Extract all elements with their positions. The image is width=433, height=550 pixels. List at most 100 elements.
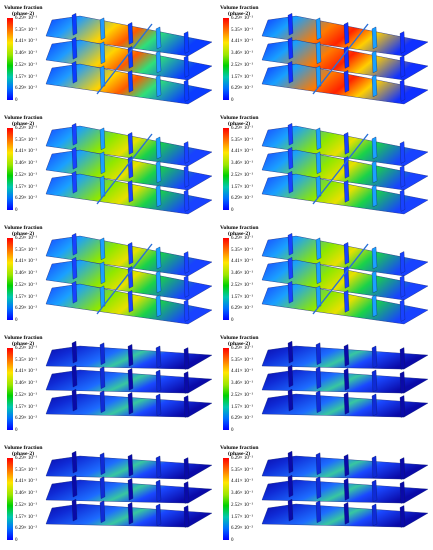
- baffle-plate: [99, 476, 106, 499]
- baffle-plate: [399, 251, 406, 274]
- baffle-plate: [371, 50, 378, 74]
- simulation-render: [45, 450, 213, 528]
- baffle-plate: [71, 364, 78, 388]
- baffle-plate: [371, 503, 378, 527]
- legend-title: Volume fraction: [4, 445, 43, 451]
- baffle-plate: [155, 184, 162, 208]
- baffle-plate: [287, 123, 294, 146]
- baffle-plate: [287, 450, 294, 474]
- legend-tick-label: 5.35× 10⁻¹: [15, 137, 37, 143]
- baffle-plate: [399, 55, 406, 78]
- legend-tick-label: 2.52× 10⁻¹: [15, 502, 37, 508]
- baffle-plate: [343, 70, 350, 93]
- legend-tick-label: 6.29× 10⁻¹: [15, 126, 37, 131]
- legend: Volume fraction (phase-2) 6.29× 10⁻¹ 5.35× …: [220, 5, 280, 105]
- legend-tick-label: 2.52× 10⁻¹: [15, 392, 37, 398]
- legend-tick-label: 3.46× 10⁻¹: [15, 271, 37, 277]
- legend-tick-label: 6.29× 10⁻²: [15, 306, 37, 312]
- legend-tick-label: 3.46× 10⁻¹: [15, 381, 37, 387]
- baffle-plate: [315, 65, 322, 89]
- simulation-render: [261, 233, 429, 325]
- color-scale-bar: [7, 128, 13, 210]
- legend-tick-label: 1.57× 10⁻¹: [15, 294, 37, 300]
- legend-tick-label: 1.57× 10⁻¹: [231, 74, 253, 80]
- legend-tick-label: 1.57× 10⁻¹: [15, 404, 37, 410]
- baffle-plate: [343, 132, 350, 155]
- legend-tick-label: 6.29× 10⁻²: [231, 526, 253, 532]
- baffle-plate: [399, 481, 406, 504]
- baffle-plate: [371, 26, 378, 50]
- baffle-plate: [155, 455, 162, 479]
- baffle-plate: [71, 450, 78, 474]
- panel-7: Volume fraction (phase-2) 6.29× 10⁻¹ 5.35× …: [2, 332, 216, 438]
- baffle-plate: [183, 165, 190, 188]
- impeller-shaft: [96, 133, 153, 205]
- legend-tick-label: 4.41× 10⁻¹: [231, 259, 253, 265]
- legend-tick-label: 0: [231, 97, 234, 103]
- baffle-plate: [71, 388, 78, 412]
- baffle-plate: [399, 395, 406, 418]
- legend-tick-label: 6.29× 10⁻¹: [231, 456, 253, 461]
- baffle-plate: [71, 123, 78, 146]
- baffle-plate: [183, 275, 190, 298]
- legend-tick-label: 5.35× 10⁻¹: [15, 357, 37, 363]
- baffle-plate: [315, 390, 322, 413]
- baffle-plate: [155, 479, 162, 503]
- legend-tick-label: 2.52× 10⁻¹: [231, 62, 253, 68]
- baffle-plate: [343, 290, 350, 313]
- legend-tick-label: 4.41× 10⁻¹: [15, 149, 37, 155]
- baffle-plate: [155, 503, 162, 527]
- baffle-plate: [371, 160, 378, 184]
- baffle-plate: [343, 478, 350, 501]
- baffle-plate: [315, 175, 322, 199]
- baffle-plate: [99, 285, 106, 309]
- legend-tick-label: 2.52× 10⁻¹: [231, 502, 253, 508]
- legend-subtitle: (phase-2): [228, 121, 251, 127]
- baffle-plate: [99, 65, 106, 89]
- legend-tick-label: 1.57× 10⁻¹: [15, 514, 37, 520]
- baffle-plate: [371, 393, 378, 417]
- baffle-plate: [343, 502, 350, 525]
- legend-tick-label: 1.57× 10⁻¹: [15, 184, 37, 190]
- baffle-plate: [287, 474, 294, 498]
- baffle-plate: [315, 285, 322, 309]
- baffle-plate: [371, 74, 378, 98]
- legend-tick-label: 5.35× 10⁻¹: [231, 27, 253, 33]
- simulation-render: [45, 13, 213, 105]
- baffle-plate: [315, 151, 322, 175]
- baffle-plate: [71, 281, 78, 304]
- baffle-plate: [155, 294, 162, 318]
- color-scale-bar: [7, 238, 13, 320]
- baffle-plate: [371, 184, 378, 208]
- legend-tick-label: 2.52× 10⁻¹: [15, 282, 37, 288]
- legend: Volume fraction (phase-2) 6.29× 10⁻¹ 5.35× …: [220, 335, 280, 435]
- legend-tick-label: 0: [231, 537, 234, 543]
- baffle-plate: [127, 242, 134, 265]
- baffle-plate: [183, 505, 190, 528]
- baffle-plate: [71, 257, 78, 280]
- legend-tick-label: 6.29× 10⁻²: [231, 86, 253, 92]
- baffle-plate: [399, 347, 406, 370]
- legend-tick-label: 0: [231, 207, 234, 213]
- legend-tick-label: 4.41× 10⁻¹: [15, 369, 37, 375]
- baffle-plate: [343, 344, 350, 367]
- baffle-plate: [287, 498, 294, 522]
- baffle-plate: [287, 233, 294, 256]
- panel-8: Volume fraction (phase-2) 6.29× 10⁻¹ 5.35× …: [218, 332, 432, 438]
- legend-tick-label: 4.41× 10⁻¹: [231, 369, 253, 375]
- legend-subtitle: (phase-2): [228, 231, 251, 237]
- legend-title: Volume fraction: [4, 115, 43, 121]
- legend-subtitle: (phase-2): [12, 231, 35, 237]
- legend: Volume fraction (phase-2) 6.29× 10⁻¹ 5.35× …: [4, 115, 64, 215]
- baffle-plate: [371, 294, 378, 318]
- legend-tick-label: 5.35× 10⁻¹: [231, 137, 253, 143]
- baffle-plate: [183, 141, 190, 164]
- legend-tick-label: 3.46× 10⁻¹: [231, 51, 253, 57]
- legend-tick-label: 3.46× 10⁻¹: [231, 271, 253, 277]
- baffle-plate: [99, 127, 106, 151]
- legend-tick-label: 6.29× 10⁻¹: [231, 236, 253, 241]
- color-scale-bar: [7, 348, 13, 430]
- baffle-plate: [399, 31, 406, 54]
- baffle-plate: [315, 237, 322, 261]
